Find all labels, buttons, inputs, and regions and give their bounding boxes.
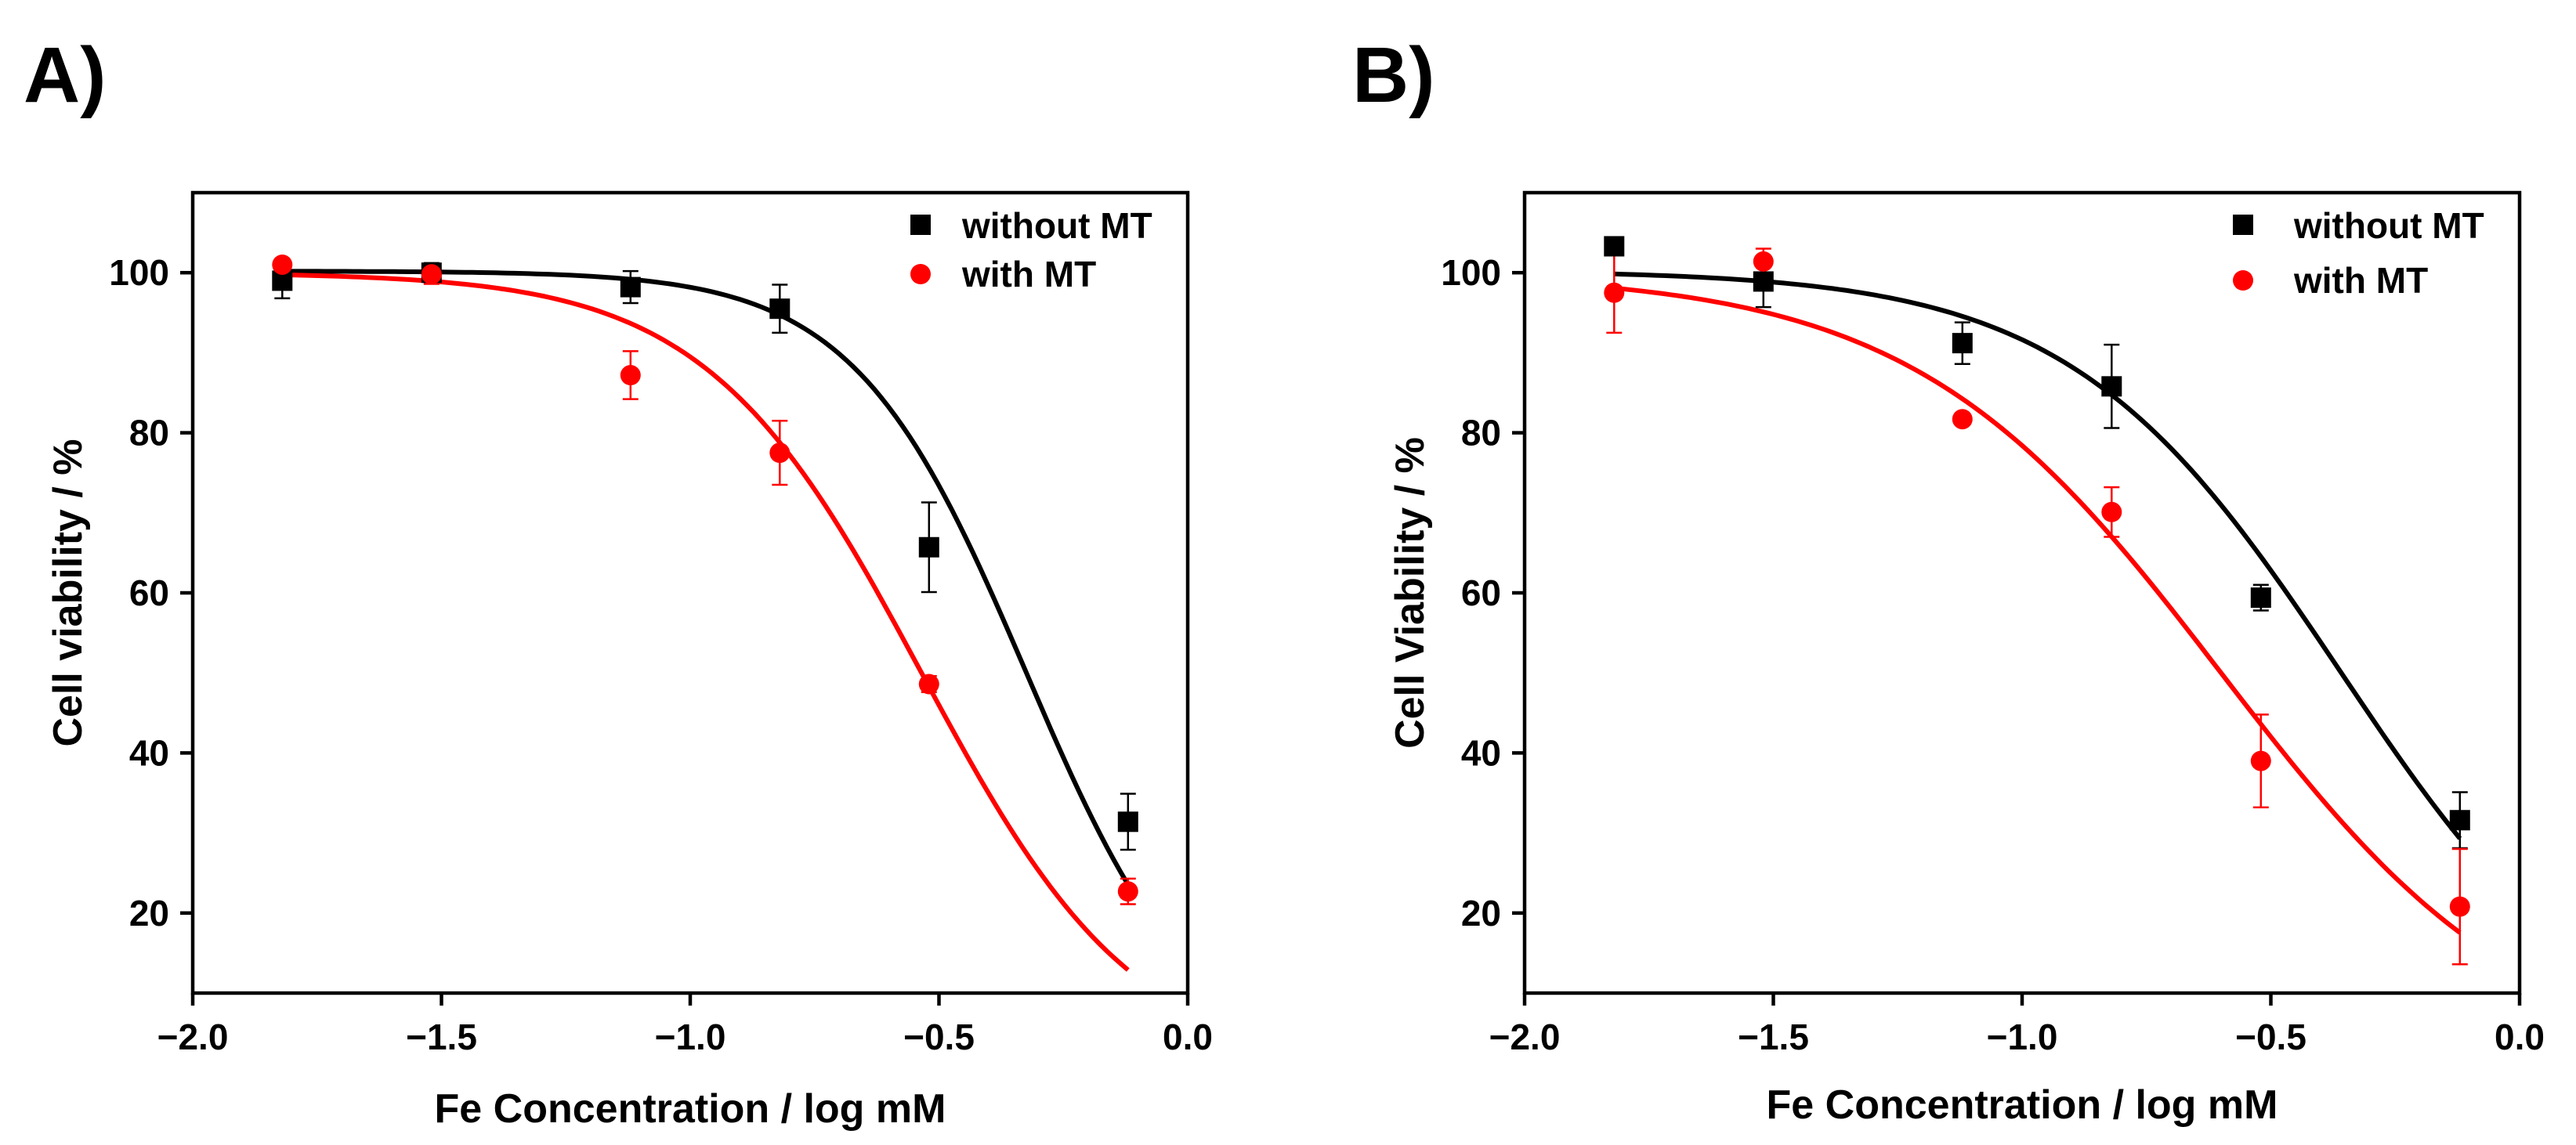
point-without-mt <box>2250 587 2271 609</box>
point-with-mt <box>1117 881 1138 902</box>
y-axis-title: Cell Viability / % <box>1387 437 1433 749</box>
data-points <box>272 254 1138 902</box>
point-with-mt <box>1753 251 1774 272</box>
point-without-mt <box>620 276 641 298</box>
point-with-mt <box>918 674 939 695</box>
x-tick-label: −1.5 <box>406 1017 477 1057</box>
point-with-mt <box>2101 501 2122 522</box>
y-tick-label: 20 <box>129 893 169 934</box>
x-tick-label: 0.0 <box>1163 1017 1213 1057</box>
panel-a: A) −2.0 −1.5 −1.0 −0.5 0.0 20 40 60 80 100 Fe Con… <box>24 31 1213 1132</box>
legend-marker-with-mt <box>910 264 931 284</box>
legend: without MT with MT <box>910 205 1152 294</box>
x-tick-label: 0.0 <box>2495 1017 2545 1057</box>
panel-label: A) <box>24 31 107 119</box>
tick-labels: −2.0 −1.5 −1.0 −0.5 0.0 20 40 60 80 100 <box>109 252 1213 1057</box>
axis-ticks <box>1512 270 2522 1006</box>
point-with-mt <box>421 264 442 285</box>
x-tick-label: −1.5 <box>1738 1017 1809 1057</box>
point-without-mt <box>1604 236 1625 257</box>
point-with-mt <box>272 254 293 275</box>
point-with-mt <box>1604 282 1625 303</box>
point-without-mt <box>2449 810 2470 831</box>
point-with-mt <box>1952 409 1973 430</box>
panel-b: B) −2.0 −1.5 −1.0 −0.5 0.0 20 40 60 80 100 Fe Con… <box>1352 31 2545 1128</box>
axis-ticks <box>180 270 1190 1006</box>
y-tick-label: 80 <box>129 413 169 453</box>
y-tick-label: 60 <box>129 572 169 613</box>
legend-label-with-mt: with MT <box>961 254 1096 294</box>
data-points <box>1604 236 2470 917</box>
y-tick-label: 80 <box>1461 413 1501 453</box>
x-tick-label: −0.5 <box>903 1017 975 1057</box>
y-tick-label: 60 <box>1461 572 1501 613</box>
x-tick-label: −2.0 <box>157 1017 229 1057</box>
point-without-mt <box>1117 811 1138 833</box>
point-without-mt <box>1952 333 1973 354</box>
panel-label: B) <box>1352 31 1435 119</box>
y-tick-label: 100 <box>1441 252 1501 293</box>
y-tick-label: 100 <box>109 252 169 293</box>
legend-marker-without-mt <box>910 215 931 235</box>
point-with-mt <box>769 442 791 464</box>
legend-marker-without-mt <box>2233 215 2253 235</box>
x-axis-title: Fe Concentration / log mM <box>435 1086 946 1132</box>
point-without-mt <box>769 298 791 320</box>
y-tick-label: 40 <box>129 732 169 773</box>
point-without-mt <box>2101 376 2122 397</box>
tick-labels: −2.0 −1.5 −1.0 −0.5 0.0 20 40 60 80 100 <box>1441 252 2545 1057</box>
y-tick-label: 40 <box>1461 732 1501 773</box>
y-axis-title: Cell viability / % <box>45 439 91 746</box>
legend-label-without-mt: without MT <box>961 205 1152 246</box>
legend: without MT with MT <box>2233 205 2484 301</box>
legend-marker-with-mt <box>2233 270 2253 291</box>
legend-label-with-mt: with MT <box>2293 260 2428 301</box>
point-without-mt <box>1753 271 1774 292</box>
y-tick-label: 20 <box>1461 893 1501 934</box>
point-with-mt <box>620 365 641 386</box>
point-without-mt <box>918 536 939 558</box>
point-with-mt <box>2449 896 2470 917</box>
x-axis-title: Fe Concentration / log mM <box>1767 1082 2278 1128</box>
x-tick-label: −2.0 <box>1489 1017 1561 1057</box>
legend-label-without-mt: without MT <box>2293 205 2484 246</box>
point-with-mt <box>2250 750 2271 771</box>
fit-curve-with-mt <box>1614 285 2462 935</box>
x-tick-label: −1.0 <box>1987 1017 2058 1057</box>
x-tick-label: −0.5 <box>2235 1017 2306 1057</box>
x-tick-label: −1.0 <box>655 1017 726 1057</box>
